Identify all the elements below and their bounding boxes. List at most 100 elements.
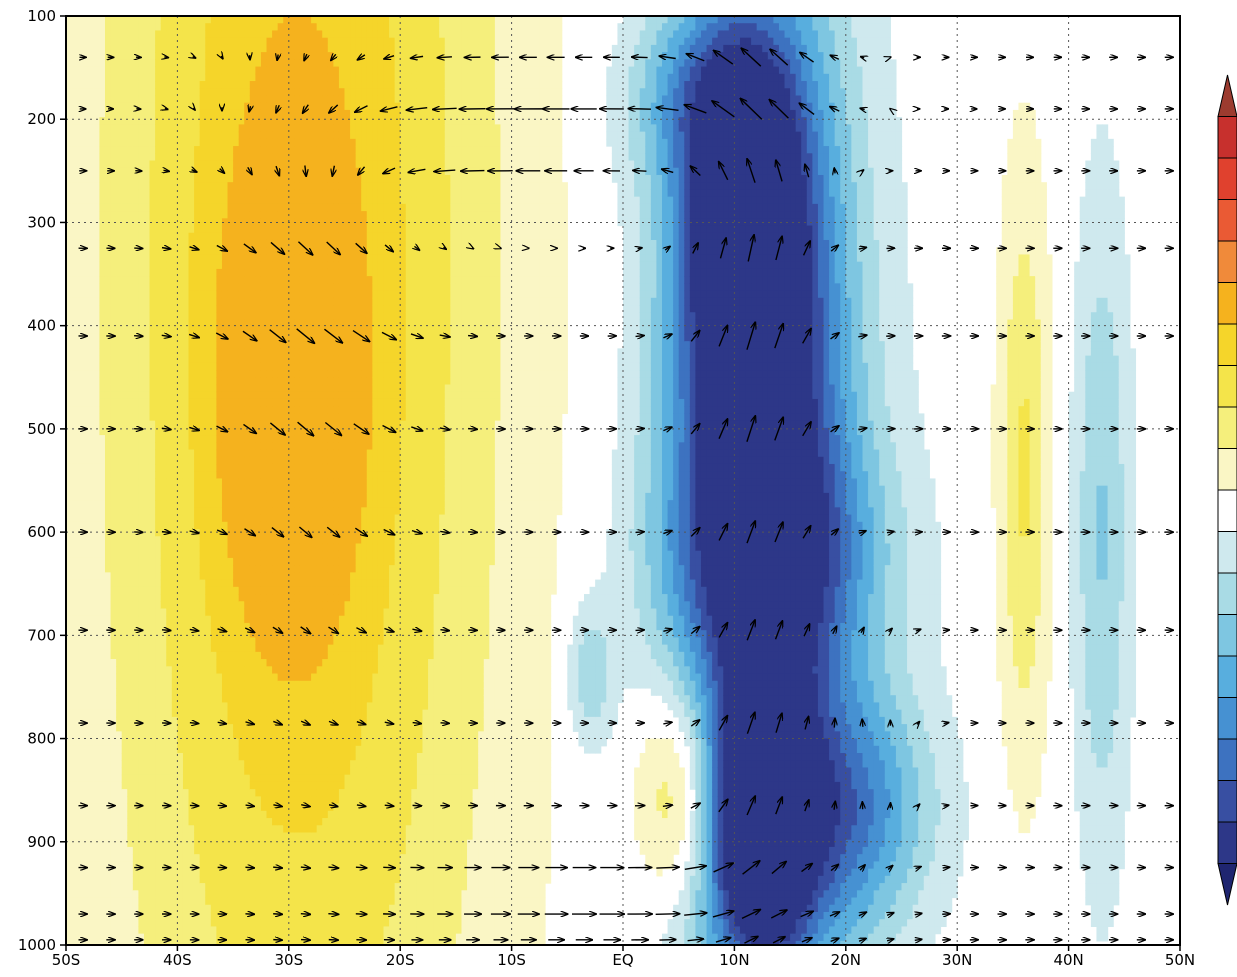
field-cell: [93, 333, 101, 342]
field-cell: [277, 348, 284, 357]
field-cell: [149, 203, 156, 212]
field-cell: [77, 398, 84, 407]
field-cell: [266, 420, 273, 429]
field-cell: [205, 341, 212, 349]
field-cell: [260, 796, 268, 805]
field-cell: [260, 724, 268, 732]
field-cell: [244, 124, 251, 133]
field-cell: [155, 796, 162, 805]
field-cell: [127, 492, 134, 501]
field-cell: [166, 355, 173, 364]
field-cell: [244, 290, 251, 299]
field-cell: [166, 810, 173, 819]
field-cell: [188, 536, 195, 545]
field-cell: [227, 189, 234, 198]
field-cell: [249, 290, 256, 299]
field-cell: [155, 687, 162, 696]
field-cell: [104, 637, 112, 646]
field-cell: [255, 500, 262, 508]
field-cell: [255, 507, 262, 516]
field-cell: [138, 384, 145, 393]
field-cell: [194, 66, 201, 75]
field-cell: [244, 637, 251, 646]
field-cell: [71, 326, 78, 335]
field-cell: [166, 449, 173, 458]
field-cell: [143, 435, 151, 443]
field-cell: [188, 500, 195, 508]
field-cell: [82, 507, 89, 516]
field-cell: [127, 521, 134, 530]
field-cell: [155, 95, 162, 104]
field-cell: [121, 753, 128, 761]
field-cell: [182, 507, 190, 516]
field-cell: [149, 861, 156, 870]
field-cell: [244, 341, 251, 349]
field-cell: [110, 687, 117, 696]
field-cell: [221, 211, 229, 219]
field-cell: [166, 456, 173, 465]
field-cell: [266, 290, 273, 299]
field-cell: [233, 738, 240, 747]
field-cell: [199, 875, 206, 884]
field-cell: [138, 825, 145, 834]
field-cell: [272, 514, 279, 523]
field-cell: [199, 348, 206, 357]
field-cell: [110, 731, 117, 740]
field-cell: [205, 529, 212, 537]
field-cell: [116, 659, 123, 667]
field-cell: [166, 789, 173, 797]
field-cell: [210, 420, 217, 429]
field-cell: [88, 196, 95, 205]
field-cell: [238, 622, 245, 631]
field-cell: [221, 767, 229, 776]
field-cell: [138, 673, 145, 682]
field-cell: [143, 745, 151, 754]
field-cell: [160, 550, 167, 559]
field-cell: [160, 659, 167, 667]
field-cell: [110, 492, 117, 501]
field-cell: [138, 644, 145, 653]
field-cell: [160, 131, 167, 140]
field-cell: [177, 832, 184, 841]
field-cell: [266, 933, 273, 942]
field-cell: [143, 673, 151, 682]
field-cell: [93, 781, 101, 790]
field-cell: [227, 933, 234, 942]
field-cell: [272, 500, 279, 508]
field-cell: [177, 622, 184, 631]
field-cell: [216, 601, 223, 610]
field-cell: [149, 818, 156, 826]
field-cell: [104, 146, 112, 154]
field-cell: [205, 124, 212, 133]
field-cell: [138, 261, 145, 270]
field-cell: [171, 637, 178, 646]
field-cell: [171, 189, 178, 198]
field-cell: [143, 919, 151, 928]
field-cell: [121, 637, 128, 646]
field-cell: [149, 883, 156, 891]
field-cell: [182, 536, 190, 545]
field-cell: [266, 384, 273, 393]
field-cell: [66, 622, 73, 631]
field-cell: [216, 23, 223, 32]
field-cell: [127, 890, 134, 899]
field-cell: [205, 398, 212, 407]
field-cell: [233, 521, 240, 530]
field-cell: [104, 81, 112, 89]
field-cell: [116, 695, 123, 704]
field-cell: [99, 767, 106, 776]
field-cell: [177, 189, 184, 198]
field-cell: [277, 565, 284, 573]
field-cell: [143, 471, 151, 480]
field-cell: [255, 341, 262, 349]
field-cell: [277, 211, 284, 219]
field-cell: [166, 796, 173, 805]
field-cell: [171, 341, 178, 349]
field-cell: [143, 283, 151, 292]
field-cell: [138, 492, 145, 501]
field-cell: [104, 875, 112, 884]
field-cell: [99, 66, 106, 75]
field-cell: [182, 95, 190, 104]
field-cell: [99, 326, 106, 335]
field-cell: [260, 883, 268, 891]
